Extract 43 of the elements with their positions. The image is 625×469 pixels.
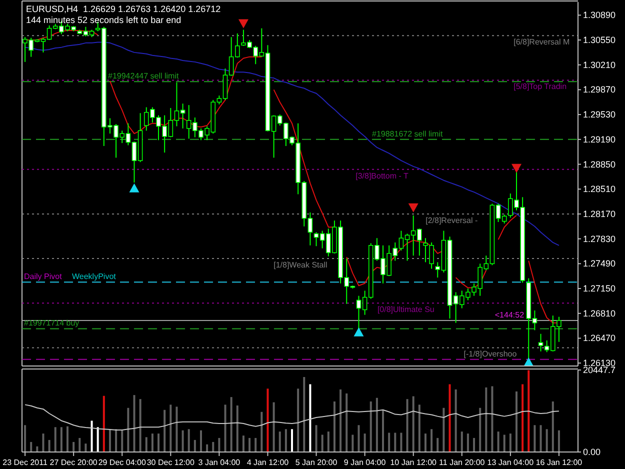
ref-line-label: [5/8]Top Tradin (514, 82, 567, 92)
x-tick-label: 9 Jan 04:00 (344, 458, 386, 467)
ref-line-label: Daily Pivot (24, 272, 63, 282)
ref-line-label: [1/8]Weak Stall (274, 260, 328, 270)
x-tick-label: 16 Jan 12:00 (536, 458, 583, 467)
y-tick-label: 1.29530 (583, 110, 616, 120)
x-tick-label: 3 Jan 04:00 (198, 458, 241, 467)
ref-line-label: [0/8]Ultimate Su (377, 305, 434, 314)
y-tick-label: 1.30550 (583, 35, 616, 46)
ref-line-label: [2/8]Reversal - (426, 216, 478, 225)
x-tick-label: 27 Dec 20:00 (50, 458, 98, 467)
y-tick-label: 1.26470 (583, 333, 616, 344)
x-tick-label: 4 Jan 12:00 (246, 458, 290, 467)
y-tick-label: 1.29190 (583, 134, 616, 144)
chart-title: EURUSD,H4 1.26629 1.26763 1.26420 1.26712 (26, 4, 221, 14)
text: 144 minutes 52 seconds left to bar end (26, 15, 182, 25)
y-tick-label: 1.27830 (583, 234, 616, 244)
ref-line-label: [-1/8]Overshoo (464, 350, 518, 359)
ref-line-label: WeeklyPivot (72, 272, 117, 282)
annotation: <144:52 (494, 310, 525, 320)
y-tick-label: 1.30210 (583, 60, 616, 70)
ref-line-label: [6/8]Reversal M (514, 38, 570, 47)
y-tick-label: 1.30890 (583, 10, 616, 20)
y-tick-label: 20447.7 (583, 365, 616, 375)
x-tick-label: 10 Jan 12:00 (390, 458, 438, 467)
x-tick-label: 23 Dec 2011 (2, 458, 48, 467)
x-tick-label: 11 Jan 20:00 (439, 458, 486, 467)
x-tick-label: 5 Jan 20:00 (295, 458, 338, 467)
y-tick-label: 1.28170 (583, 208, 616, 219)
y-tick-label: 1.26810 (583, 308, 616, 318)
ref-line-label: [3/8]Bottom - T (356, 171, 408, 180)
y-tick-label: 0.00 (583, 447, 601, 457)
x-tick-label: 30 Dec 12:00 (146, 458, 195, 467)
y-tick-label: 1.29870 (583, 84, 616, 95)
y-tick-label: 1.28510 (583, 184, 616, 194)
ref-line-label: #19942447 sell limit (108, 72, 180, 81)
y-tick-label: 1.28850 (583, 159, 616, 170)
x-tick-label: 13 Jan 04:00 (487, 458, 534, 467)
y-tick-label: 1.27490 (583, 258, 616, 269)
ref-line-label: #19971714 buy (24, 318, 80, 328)
y-tick-label: 1.27150 (583, 284, 616, 294)
x-tick-label: 29 Dec 04:00 (98, 458, 146, 467)
ref-line-label: #19881672 sell limit (372, 129, 444, 138)
